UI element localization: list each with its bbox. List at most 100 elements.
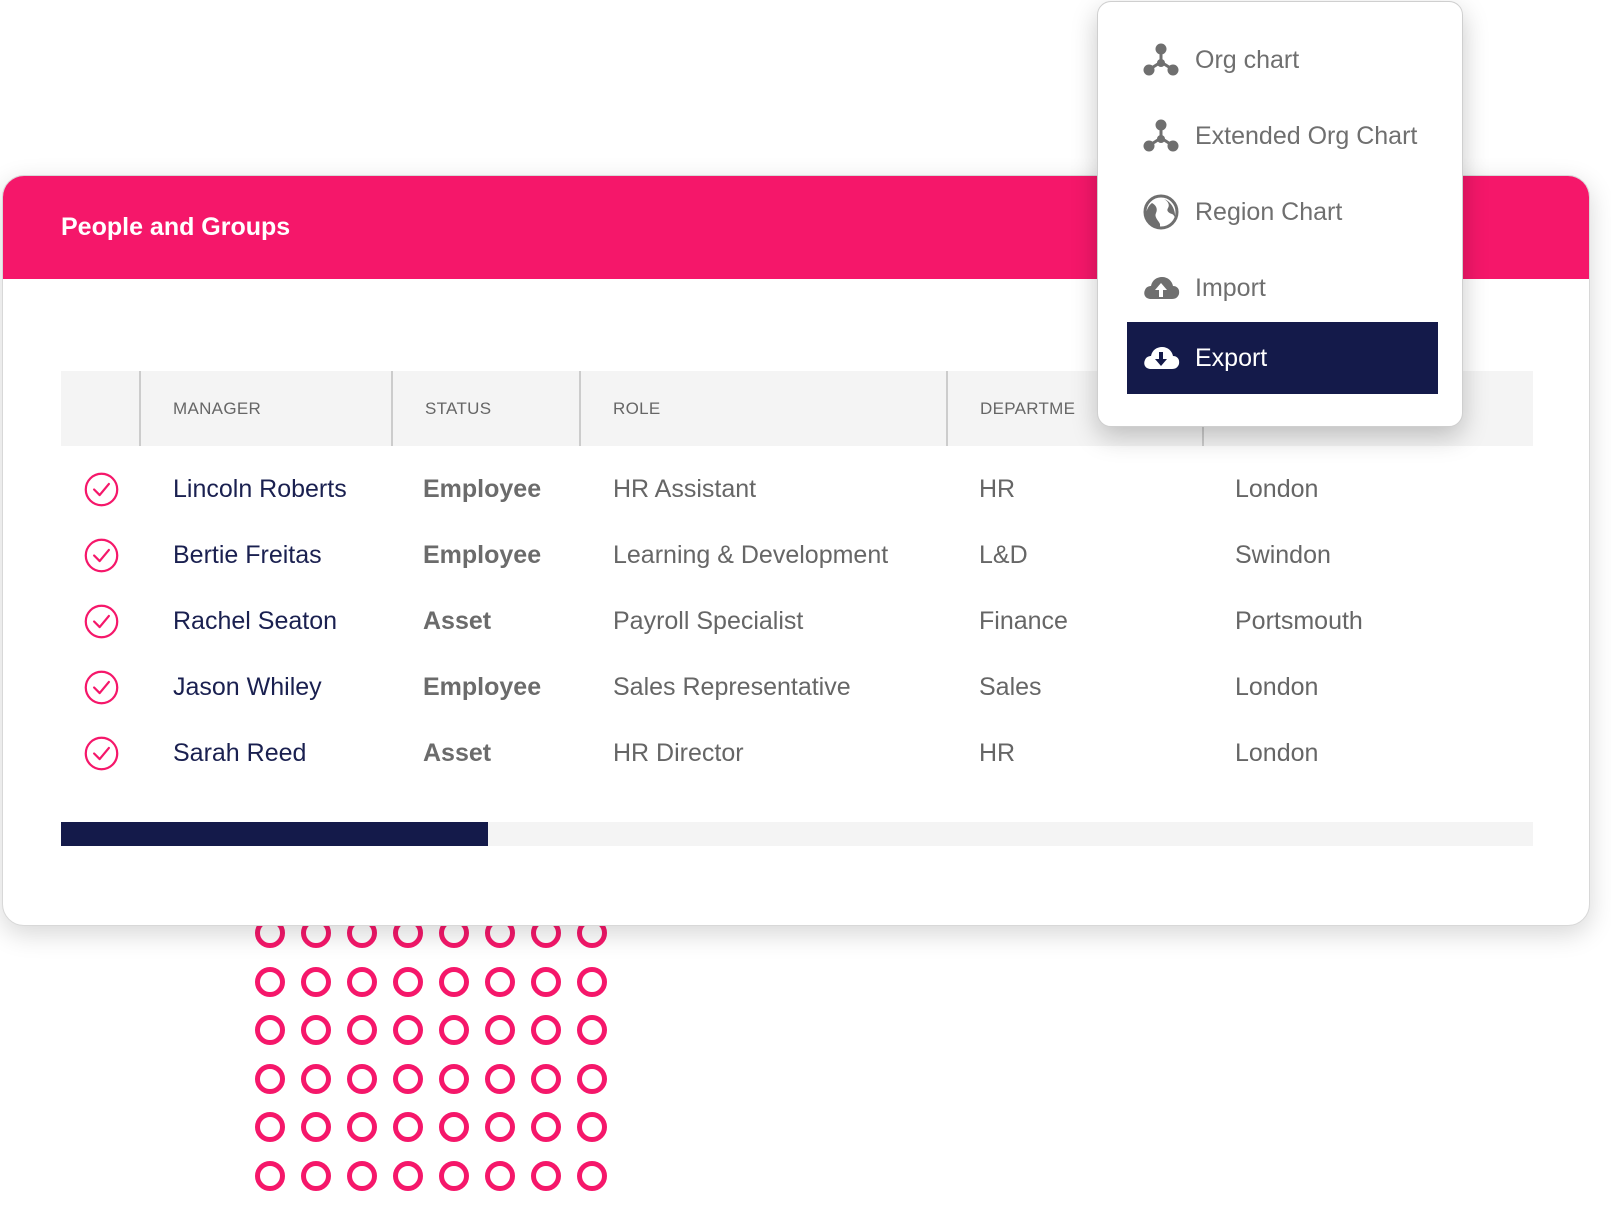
decorative-dot-pattern [255, 918, 623, 1210]
cell-status: Employee [423, 474, 542, 503]
table-row[interactable]: Sarah Reed Asset HR Director HR London [61, 720, 1533, 786]
decorative-dot [485, 1112, 515, 1143]
decorative-dot [301, 1063, 331, 1094]
column-header-department[interactable]: DEPARTME [946, 371, 1202, 446]
cell-location: Swindon [1235, 540, 1331, 569]
decorative-dot [577, 1112, 607, 1143]
card-title: People and Groups [61, 213, 291, 241]
check-circle-icon[interactable] [83, 537, 120, 574]
check-circle-icon[interactable] [83, 669, 120, 706]
cell-status: Employee [423, 540, 542, 569]
decorative-dot [439, 1160, 469, 1191]
org-chart-icon [1141, 116, 1181, 156]
decorative-dot [301, 966, 331, 997]
decorative-dot [577, 1063, 607, 1094]
cell-manager: Rachel Seaton [173, 606, 338, 635]
decorative-dot [439, 1015, 469, 1046]
decorative-dot [301, 1015, 331, 1046]
menu-item-extended-org-chart[interactable]: Extended Org Chart [1127, 100, 1438, 172]
decorative-dot [255, 966, 285, 997]
decorative-dot [393, 1015, 423, 1046]
cloud-download-icon [1141, 338, 1181, 378]
column-header-role[interactable]: ROLE [579, 371, 946, 446]
decorative-dot [301, 1112, 331, 1143]
decorative-dot [485, 1063, 515, 1094]
cell-department: HR [979, 738, 1016, 767]
decorative-dot [393, 1112, 423, 1143]
chart-actions-menu: Org chart Extended Org Chart Region Char… [1097, 1, 1463, 427]
column-header-status[interactable]: STATUS [391, 371, 579, 446]
cell-location: London [1235, 672, 1319, 701]
decorative-dot [577, 1160, 607, 1191]
decorative-dot [531, 1063, 561, 1094]
decorative-dot [347, 1015, 377, 1046]
decorative-dot [439, 966, 469, 997]
menu-item-label: Import [1195, 273, 1266, 302]
cell-role: Learning & Development [613, 540, 889, 569]
decorative-dot [347, 1063, 377, 1094]
horizontal-scrollbar[interactable] [61, 822, 1533, 846]
menu-item-export[interactable]: Export [1127, 322, 1438, 394]
cell-location: Portsmouth [1235, 606, 1363, 635]
cell-location: London [1235, 474, 1319, 503]
cell-role: HR Assistant [613, 474, 757, 503]
decorative-dot [577, 1015, 607, 1046]
table-row[interactable]: Rachel Seaton Asset Payroll Specialist F… [61, 588, 1533, 654]
decorative-dot [255, 1160, 285, 1191]
cell-manager: Bertie Freitas [173, 540, 322, 569]
decorative-dot [347, 1160, 377, 1191]
decorative-dot [485, 1015, 515, 1046]
cell-department: L&D [979, 540, 1028, 569]
cell-manager: Lincoln Roberts [173, 474, 347, 503]
table-row[interactable]: Bertie Freitas Employee Learning & Devel… [61, 522, 1533, 588]
cell-role: Payroll Specialist [613, 606, 804, 635]
decorative-dot [347, 1112, 377, 1143]
decorative-dot [577, 966, 607, 997]
decorative-dot [485, 1160, 515, 1191]
decorative-dot [393, 1160, 423, 1191]
table-row[interactable]: Lincoln Roberts Employee HR Assistant HR… [61, 456, 1533, 522]
cell-department: HR [979, 474, 1016, 503]
check-circle-icon[interactable] [83, 471, 120, 508]
decorative-dot [531, 1160, 561, 1191]
decorative-dot [439, 1112, 469, 1143]
globe-icon [1141, 192, 1181, 232]
decorative-dot [347, 966, 377, 997]
menu-item-label: Region Chart [1195, 197, 1343, 226]
decorative-dot [393, 1063, 423, 1094]
menu-item-label: Org chart [1195, 45, 1300, 74]
cell-manager: Sarah Reed [173, 738, 307, 767]
decorative-dot [255, 1063, 285, 1094]
menu-item-org-chart[interactable]: Org chart [1127, 24, 1438, 96]
menu-item-region-chart[interactable]: Region Chart [1127, 176, 1438, 248]
decorative-dot [531, 966, 561, 997]
org-chart-icon [1141, 40, 1181, 80]
cell-manager: Jason Whiley [173, 672, 322, 701]
decorative-dot [301, 1160, 331, 1191]
menu-item-label: Export [1195, 343, 1268, 372]
decorative-dot [393, 966, 423, 997]
column-header-manager[interactable]: MANAGER [139, 371, 393, 446]
cell-department: Sales [979, 672, 1042, 701]
decorative-dot [531, 1112, 561, 1143]
scrollbar-thumb[interactable] [61, 822, 488, 846]
cell-role: HR Director [613, 738, 744, 767]
menu-item-label: Extended Org Chart [1195, 121, 1418, 150]
cell-status: Asset [423, 738, 492, 767]
decorative-dot [439, 1063, 469, 1094]
decorative-dot [531, 1015, 561, 1046]
decorative-dot [485, 966, 515, 997]
check-circle-icon[interactable] [83, 735, 120, 772]
decorative-dot [255, 1112, 285, 1143]
cell-department: Finance [979, 606, 1068, 635]
cell-status: Employee [423, 672, 542, 701]
decorative-dot [255, 1015, 285, 1046]
cloud-upload-icon [1141, 268, 1181, 308]
cell-status: Asset [423, 606, 492, 635]
check-circle-icon[interactable] [83, 603, 120, 640]
people-table: MANAGER STATUS ROLE DEPARTME Lincoln Rob… [61, 371, 1533, 786]
menu-item-import[interactable]: Import [1127, 252, 1438, 324]
cell-role: Sales Representative [613, 672, 851, 701]
cell-location: London [1235, 738, 1319, 767]
table-row[interactable]: Jason Whiley Employee Sales Representati… [61, 654, 1533, 720]
